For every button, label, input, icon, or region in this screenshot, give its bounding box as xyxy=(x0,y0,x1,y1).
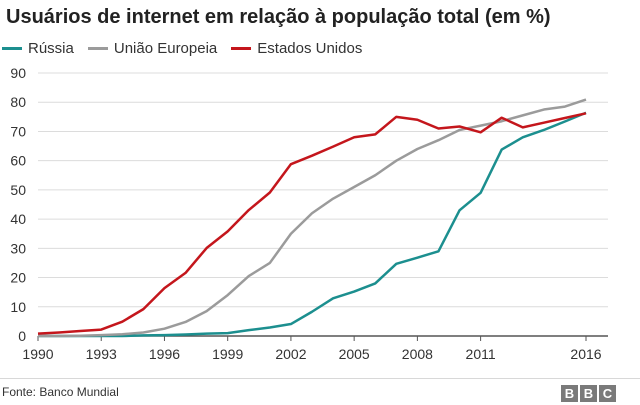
x-tick-label-1990: 1990 xyxy=(22,346,53,362)
x-tick-label-2011: 2011 xyxy=(466,346,496,362)
line-chart: 0 10 20 30 40 50 60 70 80 90 1990 1993 1996 1999 2002… xyxy=(10,65,608,362)
y-tick-label-50: 50 xyxy=(10,182,26,198)
x-tick-label-2002: 2002 xyxy=(275,346,306,362)
series-lines xyxy=(37,98,587,338)
x-axis-ticks: 1990 1993 1996 1999 2002 2005 2008 2011 2016 xyxy=(22,336,602,362)
series-line-russia xyxy=(38,111,587,338)
x-tick-label-1999: 1999 xyxy=(212,346,243,362)
legend-item-usa: Estados Unidos xyxy=(231,40,362,57)
y-tick-label-10: 10 xyxy=(10,299,26,315)
legend: Rússia União Europeia Estados Unidos xyxy=(2,39,376,57)
y-tick-label-90: 90 xyxy=(10,65,26,81)
bbc-logo-letter-b1: B xyxy=(561,385,578,402)
x-tick-label-1993: 1993 xyxy=(86,346,117,362)
source-note: Fonte: Banco Mundial xyxy=(2,385,119,399)
y-tick-label-70: 70 xyxy=(10,123,26,139)
bbc-logo-letter-c: C xyxy=(599,385,616,402)
legend-label-usa: Estados Unidos xyxy=(257,39,363,57)
x-tick-label-2008: 2008 xyxy=(402,346,433,362)
x-tick-label-1996: 1996 xyxy=(149,346,180,362)
bbc-logo: B B C xyxy=(561,385,616,402)
legend-item-eu: União Europeia xyxy=(87,39,218,57)
bbc-logo-letter-b2: B xyxy=(580,385,597,402)
series-line-eu xyxy=(38,98,587,338)
legend-swatch-usa xyxy=(231,46,252,50)
legend-item-russia: Rússia xyxy=(2,40,74,57)
legend-label-eu: União Europeia xyxy=(113,39,218,57)
y-tick-label-60: 60 xyxy=(10,153,26,169)
series-line-usa xyxy=(37,112,587,335)
x-tick-label-2005: 2005 xyxy=(339,346,370,362)
legend-label-russia: Rússia xyxy=(28,39,74,57)
y-tick-label-0: 0 xyxy=(18,328,26,344)
y-tick-label-30: 30 xyxy=(10,240,26,256)
legend-swatch-eu xyxy=(87,46,108,50)
y-tick-label-20: 20 xyxy=(10,270,26,286)
y-tick-label-40: 40 xyxy=(10,211,26,227)
chart-title: Usuários de internet em relação à popula… xyxy=(6,6,551,28)
footer: Fonte: Banco Mundial B B C xyxy=(0,378,640,405)
legend-swatch-russia xyxy=(2,46,22,50)
gridlines xyxy=(38,72,608,337)
x-tick-label-2016: 2016 xyxy=(570,346,601,362)
y-tick-label-80: 80 xyxy=(10,94,26,110)
y-axis-ticks: 0 10 20 30 40 50 60 70 80 90 xyxy=(10,65,26,344)
